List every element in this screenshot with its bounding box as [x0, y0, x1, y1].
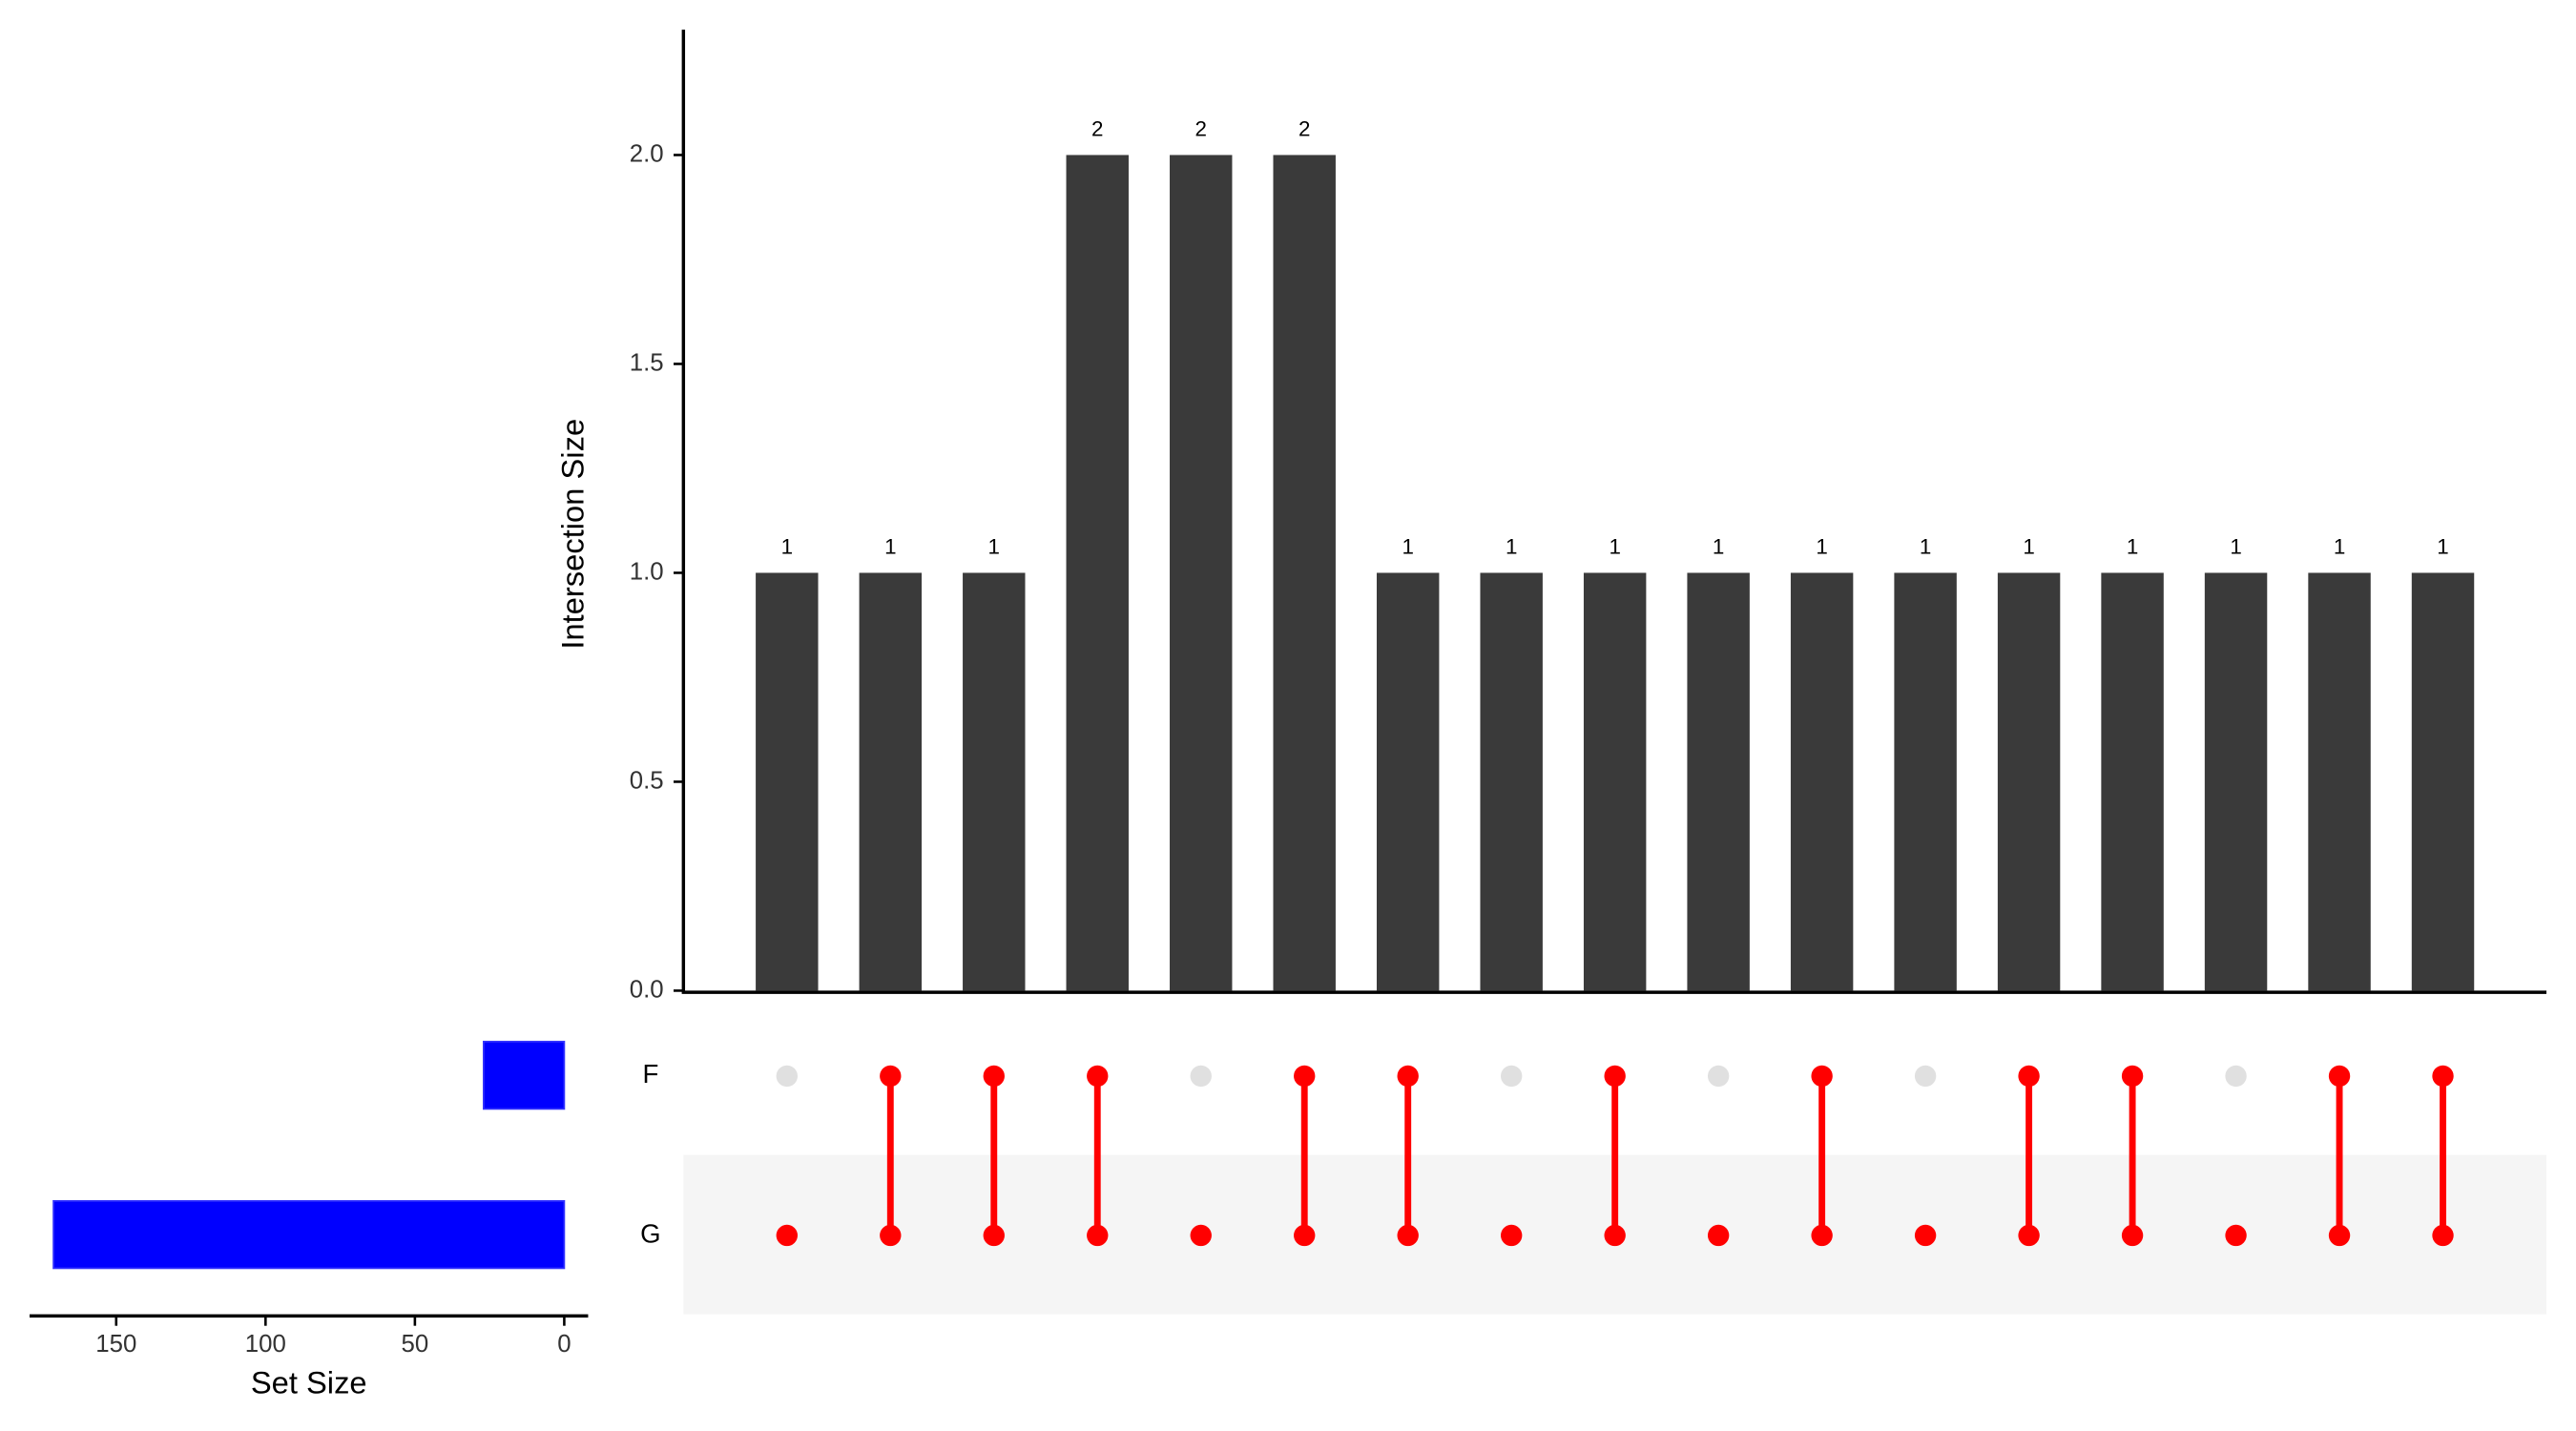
- matrix-dot: [2018, 1224, 2040, 1247]
- matrix-dot: [1397, 1065, 1419, 1088]
- matrix-dot: [2432, 1224, 2454, 1247]
- matrix-dot: [1604, 1224, 1626, 1247]
- y-tick-label: 0.5: [630, 767, 664, 794]
- value-label: 2: [1091, 117, 1103, 141]
- set-size-bar: [52, 1199, 566, 1270]
- value-label: 1: [781, 535, 793, 559]
- matrix-dot: [2121, 1065, 2144, 1088]
- bar: [1687, 572, 1750, 991]
- matrix-dot: [2328, 1224, 2351, 1247]
- y-tick-label: 1.0: [630, 558, 664, 585]
- matrix-dot: [1604, 1065, 1626, 1088]
- value-label: 1: [2127, 535, 2138, 559]
- matrix-dot: [1190, 1224, 1212, 1247]
- value-label: 1: [1713, 535, 1724, 559]
- x-tick-label: 100: [245, 1331, 286, 1358]
- matrix-dot: [2328, 1065, 2351, 1088]
- bar: [1894, 572, 1957, 991]
- x-tick-label: 150: [95, 1331, 136, 1358]
- value-label: 1: [2334, 535, 2345, 559]
- matrix-dot: [880, 1065, 902, 1088]
- bar: [1066, 155, 1129, 991]
- value-label: 1: [2023, 535, 2034, 559]
- matrix-dot: [2225, 1065, 2247, 1088]
- matrix-dot: [776, 1224, 799, 1247]
- set-label: F: [642, 1059, 658, 1089]
- x-tick-label: 0: [557, 1331, 571, 1358]
- matrix-dot: [1500, 1224, 1523, 1247]
- value-label: 1: [2437, 535, 2448, 559]
- bar: [2101, 572, 2164, 991]
- value-label: 1: [884, 535, 896, 559]
- bar: [756, 572, 819, 991]
- bar: [1480, 572, 1543, 991]
- y-tick-label: 2.0: [630, 140, 664, 167]
- set-size-bar: [483, 1040, 566, 1110]
- value-label: 1: [1920, 535, 1931, 559]
- bar: [1997, 572, 2061, 991]
- matrix-dot: [983, 1065, 1005, 1088]
- matrix-dot: [1294, 1065, 1316, 1088]
- value-label: 1: [2230, 535, 2241, 559]
- value-label: 1: [1609, 535, 1620, 559]
- matrix-dot: [1190, 1065, 1212, 1088]
- value-label: 2: [1298, 117, 1310, 141]
- y-tick-label: 0.0: [630, 976, 664, 1003]
- matrix-dot: [983, 1224, 1005, 1247]
- x-tick-label: 50: [402, 1331, 429, 1358]
- value-label: 1: [1402, 535, 1413, 559]
- bar: [2308, 572, 2371, 991]
- bar: [1273, 155, 1336, 991]
- bar: [2411, 572, 2475, 991]
- matrix-dot: [1811, 1224, 1833, 1247]
- matrix-dot: [776, 1065, 799, 1088]
- value-label: 1: [1816, 535, 1827, 559]
- matrix-dot: [2225, 1224, 2247, 1247]
- value-label: 2: [1195, 117, 1207, 141]
- matrix-dot: [1087, 1065, 1109, 1088]
- y-tick-label: 1.5: [630, 349, 664, 376]
- matrix-dot: [1397, 1224, 1419, 1247]
- x-axis-title: Set Size: [251, 1364, 367, 1400]
- matrix-dot: [880, 1224, 902, 1247]
- bar: [1376, 572, 1440, 991]
- value-label: 1: [1506, 535, 1517, 559]
- bar: [1790, 572, 1854, 991]
- bar: [2204, 572, 2268, 991]
- matrix-dot: [1294, 1224, 1316, 1247]
- bar: [963, 572, 1026, 991]
- matrix-dot: [1914, 1065, 1937, 1088]
- matrix-dot: [1707, 1065, 1730, 1088]
- value-label: 1: [988, 535, 1000, 559]
- bar: [1583, 572, 1647, 991]
- matrix-dot: [2018, 1065, 2040, 1088]
- matrix-dot: [1914, 1224, 1937, 1247]
- bar: [859, 572, 923, 991]
- matrix-dot: [2432, 1065, 2454, 1088]
- matrix-dot: [1500, 1065, 1523, 1088]
- matrix-dot: [1811, 1065, 1833, 1088]
- matrix-dot: [1707, 1224, 1730, 1247]
- y-axis-title: Intersection Size: [554, 419, 590, 650]
- set-label: G: [640, 1218, 660, 1248]
- bar: [1170, 155, 1233, 991]
- matrix-dot: [1087, 1224, 1109, 1247]
- matrix-dot: [2121, 1224, 2144, 1247]
